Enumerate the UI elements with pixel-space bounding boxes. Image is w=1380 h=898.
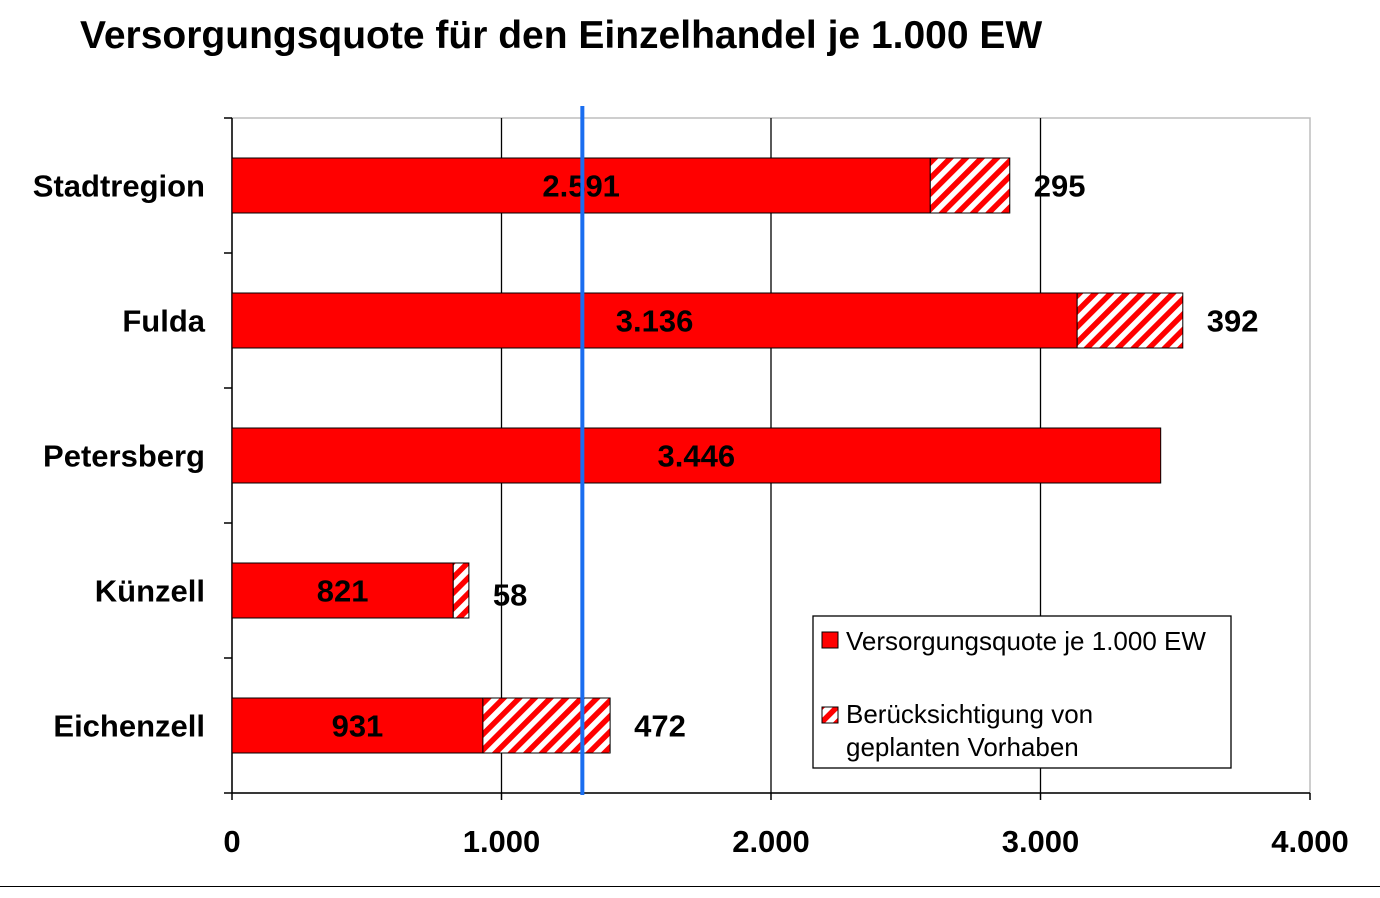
bar-geplante-vorhaben — [1076, 292, 1184, 349]
data-label-versorgungsquote: 3.136 — [616, 304, 694, 339]
y-category-label: Stadtregion — [33, 169, 205, 204]
bar-versorgungsquote — [231, 562, 454, 619]
x-tick-label: 0 — [223, 824, 240, 859]
bottom-rule — [0, 886, 1380, 887]
bar-geplante-vorhaben — [452, 562, 470, 619]
data-label-versorgungsquote: 931 — [332, 709, 384, 744]
chart-title: Versorgungsquote für den Einzelhandel je… — [80, 14, 1043, 57]
x-tick-label: 4.000 — [1271, 824, 1349, 859]
bar-versorgungsquote — [231, 697, 484, 754]
data-label-geplante-vorhaben: 295 — [1034, 169, 1086, 204]
bar-versorgungsquote — [231, 292, 1078, 349]
legend-label-versorgungsquote: Versorgungsquote je 1.000 EW — [846, 626, 1206, 656]
legend-swatch-versorgungsquote — [821, 631, 839, 649]
x-tick-label: 3.000 — [1002, 824, 1080, 859]
x-tick-label: 2.000 — [732, 824, 810, 859]
bar-versorgungsquote — [231, 427, 1162, 484]
data-label-versorgungsquote: 821 — [317, 574, 369, 609]
y-category-label: Fulda — [122, 304, 205, 339]
legend-label-geplante-vorhaben: Berücksichtigung von — [846, 699, 1093, 729]
data-label-geplante-vorhaben: 58 — [493, 578, 527, 613]
y-category-label: Petersberg — [43, 439, 205, 474]
x-tick-label: 1.000 — [463, 824, 541, 859]
legend-box — [812, 615, 1232, 769]
y-category-label: Eichenzell — [53, 709, 205, 744]
legend-label-geplante-vorhaben-line2: geplanten Vorhaben — [846, 732, 1079, 762]
data-label-versorgungsquote: 3.446 — [658, 439, 736, 474]
bar-geplante-vorhaben — [929, 157, 1011, 214]
y-category-label: Künzell — [95, 574, 205, 609]
data-label-geplante-vorhaben: 392 — [1207, 304, 1259, 339]
data-label-geplante-vorhaben: 472 — [634, 709, 686, 744]
bar-geplante-vorhaben — [482, 697, 611, 754]
legend-swatch-geplante-vorhaben — [821, 706, 839, 724]
